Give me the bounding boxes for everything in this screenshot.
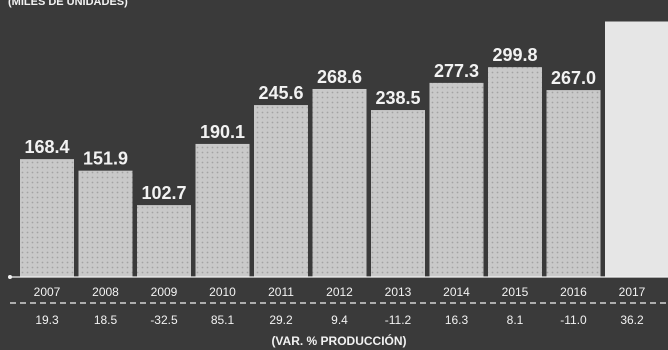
var-value-2011: 29.2 [269,313,293,327]
value-label-2016: 267.0 [551,68,596,88]
var-value-2014: 16.3 [445,313,469,327]
value-label-2014: 277.3 [434,61,479,81]
var-production-caption: (VAR. % PRODUCCIÓN) [271,333,406,348]
value-label-2015: 299.8 [492,45,537,65]
value-label-2012: 268.6 [317,67,362,87]
var-value-2015: 8.1 [507,313,524,327]
bar-2014 [429,82,484,277]
bar-2010 [195,143,250,277]
bar-2013 [371,110,425,277]
value-label-2007: 168.4 [24,137,69,157]
year-label-2010: 2010 [209,285,236,299]
year-labels-layer: 2007 2008 2009 2010 2011 2012 2013 2014 2015 2016… [34,285,646,299]
value-label-2011: 245.6 [258,83,303,103]
var-value-2010: 85.1 [211,313,235,327]
year-label-2012: 2012 [326,285,353,299]
year-label-2015: 2015 [502,285,529,299]
var-value-2017: 36.2 [620,313,644,327]
value-label-2009: 102.7 [141,183,186,203]
bar-2016 [546,90,601,277]
value-labels-layer: 168.4 151.9 102.7 190.1 245.6 268.6 238.5 277.3… [24,45,596,203]
bar-2007 [20,159,74,277]
axis-origin-dot [8,275,12,279]
bar-2015 [488,67,542,277]
bar-2012 [312,88,367,277]
chart-title: (MILES DE UNIDADES) [8,0,128,8]
year-label-2008: 2008 [92,285,119,299]
var-value-2009: -32.5 [150,313,178,327]
bar-2017 [605,21,668,277]
bar-2008 [78,170,133,277]
year-label-2011: 2011 [268,285,294,299]
var-value-2016: -11.0 [560,313,587,327]
var-production-layer: 19.3 18.5 -32.5 85.1 29.2 9.4 -11.2 16.3 8.1 -11.… [35,313,644,327]
bar-2009 [137,205,191,277]
value-label-2013: 238.5 [375,88,420,108]
year-label-2016: 2016 [560,285,587,299]
var-value-2012: 9.4 [331,313,348,327]
year-label-2007: 2007 [34,285,61,299]
value-label-2010: 190.1 [200,122,245,142]
var-value-2008: 18.5 [94,313,118,327]
bar-2011 [254,105,308,277]
year-label-2017: 2017 [619,285,646,299]
var-value-2007: 19.3 [35,313,59,327]
year-label-2014: 2014 [443,285,470,299]
var-value-2013: -11.2 [385,313,412,327]
year-label-2009: 2009 [151,285,178,299]
year-label-2013: 2013 [385,285,412,299]
value-label-2008: 151.9 [83,149,128,169]
bars-layer [20,21,668,277]
